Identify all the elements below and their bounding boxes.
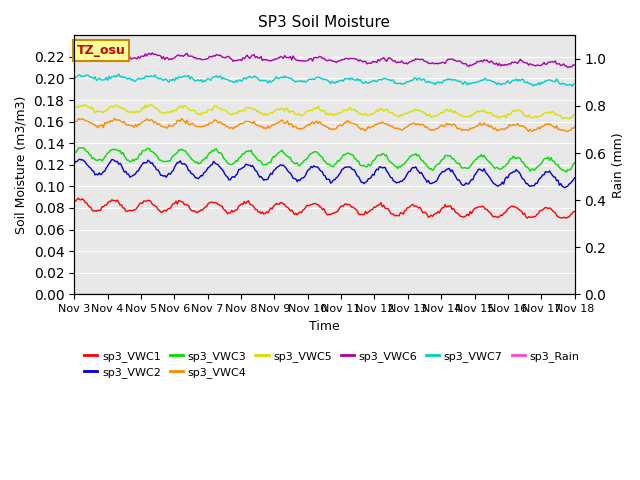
sp3_Rain [220,291,227,297]
sp3_VWC5 [291,110,298,116]
sp3_VWC1 [237,201,245,207]
sp3_VWC2 [246,162,253,168]
Line: sp3_VWC2: sp3_VWC2 [74,159,575,188]
Y-axis label: Soil Moisture (m3/m3): Soil Moisture (m3/m3) [15,96,28,234]
sp3_VWC6 [237,58,245,63]
sp3_VWC2 [571,175,579,180]
sp3_Rain [543,291,550,297]
Line: sp3_VWC7: sp3_VWC7 [74,74,575,86]
sp3_VWC5 [558,116,566,122]
sp3_VWC7 [568,84,576,89]
sp3_VWC1 [74,195,82,201]
Line: sp3_VWC4: sp3_VWC4 [74,118,575,132]
Line: sp3_VWC5: sp3_VWC5 [74,105,575,119]
sp3_Rain [571,291,579,297]
sp3_VWC3 [571,160,579,166]
sp3_Rain [244,291,252,297]
sp3_VWC2 [76,156,84,162]
sp3_Rain [132,291,140,297]
sp3_VWC5 [221,108,228,113]
sp3_VWC6 [291,56,298,61]
sp3_VWC1 [291,212,298,217]
Y-axis label: Rain (mm): Rain (mm) [612,132,625,198]
sp3_VWC7 [115,71,123,77]
sp3_VWC2 [545,169,552,175]
sp3_VWC3 [246,148,253,154]
sp3_VWC5 [147,102,155,108]
sp3_VWC5 [571,112,579,118]
Title: SP3 Soil Moisture: SP3 Soil Moisture [259,15,390,30]
Legend: sp3_VWC1, sp3_VWC2, sp3_VWC3, sp3_VWC4, sp3_VWC5, sp3_VWC6, sp3_VWC7, sp3_Rain: sp3_VWC1, sp3_VWC2, sp3_VWC3, sp3_VWC4, … [80,347,584,383]
sp3_VWC3 [237,153,245,159]
sp3_VWC1 [246,201,253,207]
sp3_VWC6 [246,56,253,61]
sp3_VWC6 [83,49,90,55]
sp3_VWC5 [132,109,140,115]
sp3_VWC2 [291,176,298,181]
sp3_VWC3 [70,150,78,156]
sp3_VWC3 [563,169,570,175]
sp3_VWC4 [111,115,118,121]
sp3_VWC7 [545,77,552,83]
sp3_VWC3 [545,154,552,160]
sp3_VWC4 [133,123,141,129]
Line: sp3_VWC1: sp3_VWC1 [74,198,575,218]
sp3_VWC1 [524,215,531,221]
sp3_VWC3 [133,156,141,162]
sp3_VWC3 [291,161,298,167]
sp3_VWC1 [571,209,579,215]
sp3_VWC3 [79,145,86,151]
sp3_VWC6 [221,55,228,60]
sp3_VWC7 [221,76,228,82]
sp3_VWC2 [237,166,245,171]
sp3_VWC7 [571,81,579,87]
sp3_VWC4 [246,119,253,125]
sp3_VWC7 [291,78,298,84]
sp3_VWC2 [221,171,228,177]
sp3_VWC7 [70,76,78,82]
sp3_VWC1 [133,205,141,211]
sp3_VWC5 [237,108,245,113]
sp3_VWC5 [545,110,552,116]
sp3_VWC7 [246,73,253,79]
sp3_Rain [236,291,244,297]
sp3_VWC1 [221,207,228,213]
Line: sp3_VWC6: sp3_VWC6 [74,52,575,68]
sp3_VWC7 [237,78,245,84]
sp3_VWC5 [70,105,78,111]
sp3_VWC6 [70,51,78,57]
sp3_VWC1 [546,205,554,211]
sp3_Rain [70,291,78,297]
sp3_VWC5 [246,105,253,110]
sp3_VWC2 [70,161,78,167]
sp3_VWC4 [545,121,552,127]
sp3_VWC2 [133,168,141,174]
sp3_VWC7 [133,77,141,83]
X-axis label: Time: Time [309,320,340,333]
sp3_VWC6 [571,62,579,68]
sp3_VWC2 [561,185,569,191]
sp3_VWC4 [291,124,298,130]
sp3_VWC6 [133,56,141,62]
sp3_VWC4 [571,124,579,130]
sp3_VWC6 [545,60,552,65]
sp3_VWC4 [237,121,245,127]
Text: TZ_osu: TZ_osu [77,44,125,57]
sp3_VWC3 [221,156,228,162]
sp3_VWC4 [563,129,570,134]
sp3_VWC4 [221,121,228,127]
sp3_VWC1 [70,199,78,204]
sp3_Rain [289,291,297,297]
sp3_VWC4 [70,120,78,126]
sp3_VWC6 [564,65,572,71]
Line: sp3_VWC3: sp3_VWC3 [74,148,575,172]
